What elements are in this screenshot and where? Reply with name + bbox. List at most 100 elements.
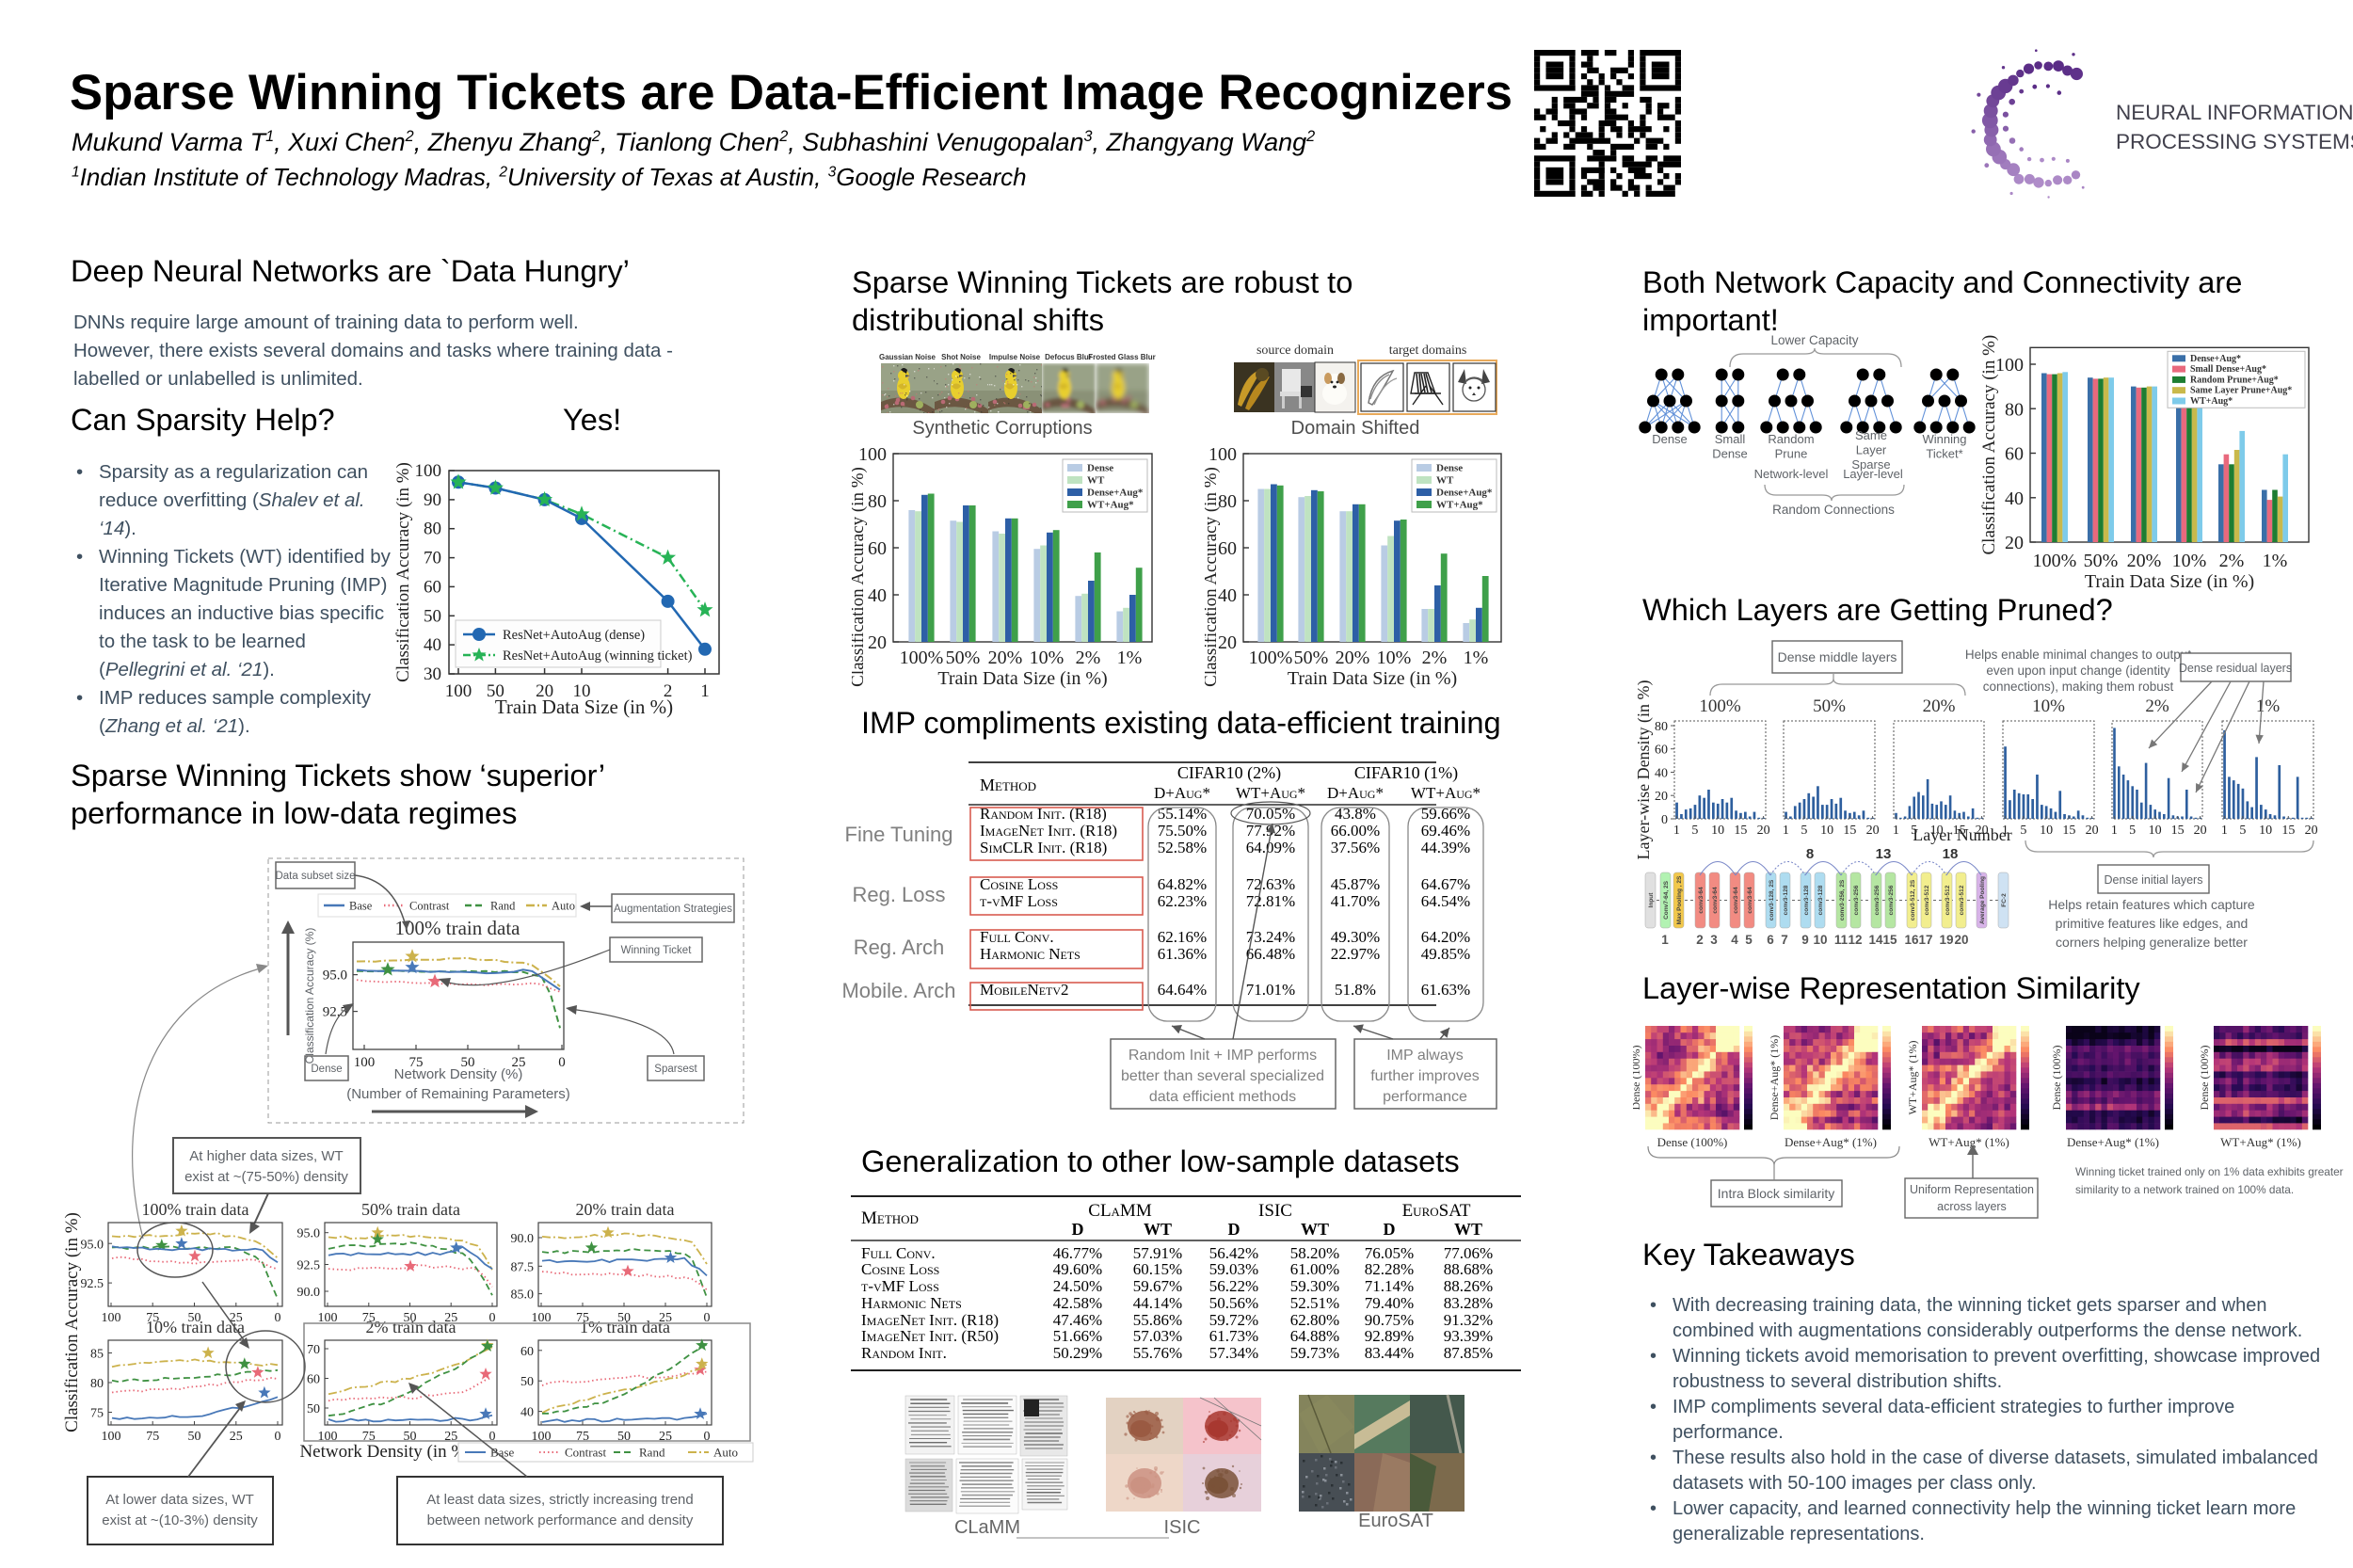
svg-text:47.46%: 47.46% bbox=[1053, 1311, 1102, 1329]
svg-text:40: 40 bbox=[1218, 585, 1237, 606]
svg-text:20: 20 bbox=[2305, 824, 2318, 838]
svg-text:55.76%: 55.76% bbox=[1133, 1344, 1182, 1362]
svg-text:66.48%: 66.48% bbox=[1246, 945, 1295, 963]
svg-text:44.39%: 44.39% bbox=[1421, 839, 1470, 856]
svg-text:55.86%: 55.86% bbox=[1133, 1311, 1182, 1329]
svg-text:conv3-64: conv3-64 bbox=[1747, 887, 1753, 914]
svg-text:16: 16 bbox=[1904, 933, 1919, 947]
svg-text:Contrast: Contrast bbox=[409, 900, 450, 913]
svg-text:88.26%: 88.26% bbox=[1444, 1277, 1493, 1295]
svg-text:ResNet+AutoAug (dense): ResNet+AutoAug (dense) bbox=[503, 628, 645, 643]
svg-text:Auto: Auto bbox=[552, 900, 575, 913]
svg-text:Helps enable minimal changes t: Helps enable minimal changes to output bbox=[1965, 648, 2191, 662]
svg-text:Dense: Dense bbox=[311, 1064, 342, 1075]
svg-text:ResNet+AutoAug (winning ticket: ResNet+AutoAug (winning ticket) bbox=[503, 648, 693, 664]
svg-text:further improves: further improves bbox=[1370, 1068, 1480, 1084]
svg-text:Winning Ticket: Winning Ticket bbox=[621, 945, 693, 956]
svg-text:Random Init. (R18): Random Init. (R18) bbox=[980, 805, 1107, 823]
svg-text:Synthetic Corruptions: Synthetic Corruptions bbox=[912, 418, 1092, 439]
svg-text:5: 5 bbox=[1691, 824, 1698, 838]
svg-text:At lower data sizes, WT: At lower data sizes, WT bbox=[105, 1492, 254, 1508]
svg-text:75: 75 bbox=[362, 1311, 376, 1325]
svg-text:2%: 2% bbox=[2219, 551, 2245, 571]
svg-text:PROCESSING SYSTEMS: PROCESSING SYSTEMS bbox=[2116, 130, 2353, 153]
svg-text:conv3-256, 2S: conv3-256, 2S bbox=[1839, 879, 1846, 920]
svg-text:Small: Small bbox=[1715, 432, 1746, 446]
svg-text:20: 20 bbox=[1976, 824, 1989, 838]
svg-text:80: 80 bbox=[2005, 399, 2024, 420]
svg-text:100% train data: 100% train data bbox=[395, 917, 521, 939]
svg-text:20: 20 bbox=[2086, 824, 2099, 838]
svg-text:52.51%: 52.51% bbox=[1290, 1294, 1339, 1312]
svg-text:37.56%: 37.56% bbox=[1331, 839, 1380, 856]
svg-text:25: 25 bbox=[230, 1430, 243, 1444]
svg-text:79.40%: 79.40% bbox=[1365, 1294, 1414, 1312]
svg-text:90.0: 90.0 bbox=[511, 1232, 535, 1246]
svg-text:WT+Aug*: WT+Aug* bbox=[1087, 500, 1134, 511]
svg-text:43.8%: 43.8% bbox=[1335, 805, 1376, 823]
svg-text:Frosted Glass Blur: Frosted Glass Blur bbox=[1088, 353, 1156, 361]
svg-text:20: 20 bbox=[1757, 824, 1770, 838]
svg-text:Conv7-64, 2S: Conv7-64, 2S bbox=[1663, 880, 1670, 919]
svg-text:Dense (100%): Dense (100%) bbox=[2198, 1046, 2211, 1111]
svg-text:CLaMM: CLaMM bbox=[1088, 1201, 1152, 1221]
svg-text:57.91%: 57.91% bbox=[1133, 1244, 1182, 1262]
svg-text:0: 0 bbox=[704, 1311, 711, 1325]
svg-text:10: 10 bbox=[2040, 824, 2053, 838]
svg-text:ImageNet Init. (R18): ImageNet Init. (R18) bbox=[980, 822, 1117, 840]
svg-text:75: 75 bbox=[576, 1311, 589, 1325]
svg-text:50% train data: 50% train data bbox=[361, 1200, 460, 1219]
svg-text:49.85%: 49.85% bbox=[1421, 945, 1470, 963]
svg-text:61.63%: 61.63% bbox=[1421, 981, 1470, 999]
svg-text:59.67%: 59.67% bbox=[1133, 1277, 1182, 1295]
svg-text:41.70%: 41.70% bbox=[1331, 892, 1380, 910]
svg-text:3: 3 bbox=[1710, 933, 1718, 947]
svg-text:50: 50 bbox=[188, 1311, 201, 1325]
svg-text:Dense: Dense bbox=[1712, 447, 1748, 461]
svg-text:100: 100 bbox=[445, 681, 472, 701]
svg-text:ISIC: ISIC bbox=[1258, 1201, 1292, 1221]
svg-text:70: 70 bbox=[307, 1343, 320, 1357]
svg-text:conv3-128, 2S: conv3-128, 2S bbox=[1769, 879, 1775, 920]
svg-text:At least data sizes, strictly: At least data sizes, strictly increasing… bbox=[426, 1492, 693, 1508]
svg-text:15: 15 bbox=[1734, 824, 1747, 838]
svg-text:100: 100 bbox=[415, 461, 442, 481]
svg-text:95.0: 95.0 bbox=[323, 968, 347, 984]
svg-text:90.75%: 90.75% bbox=[1365, 1311, 1414, 1329]
svg-text:6: 6 bbox=[1767, 933, 1774, 947]
svg-text:better than several specialize: better than several specialized bbox=[1121, 1068, 1324, 1084]
svg-text:49.60%: 49.60% bbox=[1053, 1260, 1102, 1278]
svg-text:Harmonic Nets: Harmonic Nets bbox=[980, 945, 1080, 963]
svg-text:5: 5 bbox=[2129, 824, 2136, 838]
svg-text:12: 12 bbox=[1848, 933, 1862, 947]
svg-text:2: 2 bbox=[1696, 933, 1704, 947]
svg-text:exist at ~(75-50%) density: exist at ~(75-50%) density bbox=[184, 1169, 348, 1185]
svg-text:Random: Random bbox=[1768, 432, 1814, 446]
svg-text:46.77%: 46.77% bbox=[1053, 1244, 1102, 1262]
svg-text:64.82%: 64.82% bbox=[1158, 875, 1207, 893]
svg-text:57.03%: 57.03% bbox=[1133, 1327, 1182, 1345]
svg-text:59.66%: 59.66% bbox=[1421, 805, 1470, 823]
svg-text:WT+Aug*: WT+Aug* bbox=[1236, 784, 1305, 802]
svg-text:CIFAR10 (1%): CIFAR10 (1%) bbox=[1354, 763, 1458, 783]
svg-text:7: 7 bbox=[1781, 933, 1788, 947]
svg-text:corners helping generalize bet: corners helping generalize better bbox=[2056, 935, 2248, 950]
svg-text:64.20%: 64.20% bbox=[1421, 928, 1470, 946]
svg-text:20%: 20% bbox=[988, 648, 1023, 668]
svg-text:D: D bbox=[1072, 1220, 1084, 1239]
svg-text:10: 10 bbox=[1820, 824, 1833, 838]
svg-text:9: 9 bbox=[1801, 933, 1809, 947]
svg-text:conv3-256: conv3-256 bbox=[1888, 885, 1895, 915]
svg-text:56.42%: 56.42% bbox=[1209, 1244, 1258, 1262]
svg-text:WT+Aug* (1%): WT+Aug* (1%) bbox=[1906, 1040, 1919, 1114]
svg-text:2% train data: 2% train data bbox=[366, 1318, 456, 1336]
svg-text:0: 0 bbox=[489, 1430, 496, 1444]
svg-text:Shot Noise: Shot Noise bbox=[941, 353, 981, 361]
svg-text:10% train data: 10% train data bbox=[146, 1318, 245, 1336]
svg-text:64.09%: 64.09% bbox=[1246, 839, 1295, 856]
svg-text:Method: Method bbox=[861, 1208, 919, 1228]
svg-text:Train Data Size (in %): Train Data Size (in %) bbox=[1288, 668, 1457, 689]
svg-text:80: 80 bbox=[868, 491, 887, 512]
svg-text:1: 1 bbox=[2002, 824, 2009, 838]
svg-text:20%: 20% bbox=[2127, 551, 2162, 571]
